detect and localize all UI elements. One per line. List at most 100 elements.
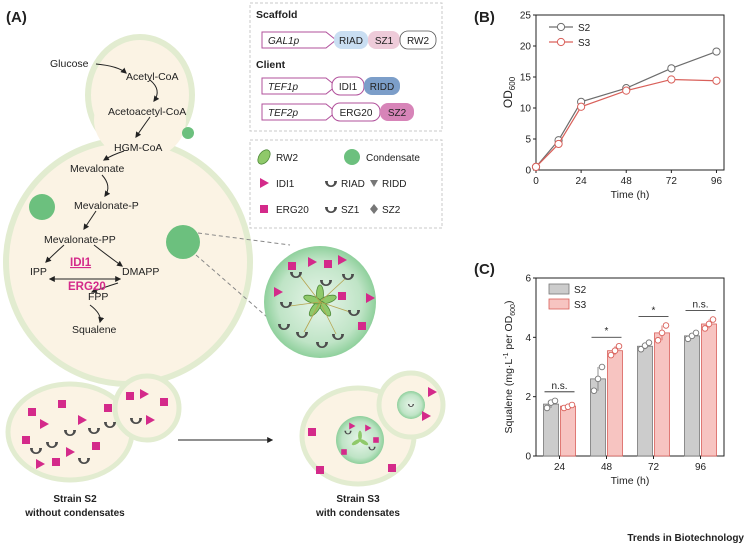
x-axis-label: Time (h)	[611, 189, 650, 201]
metabolic-pathway: Glucose Acetyl-CoA Acetoacetyl-CoA HGM-C…	[30, 58, 186, 336]
met-glucose: Glucose	[50, 58, 89, 70]
legend-erg20: ERG20	[276, 205, 309, 216]
bar-s3-48	[607, 350, 623, 457]
legend-sz1: SZ1	[341, 205, 360, 216]
significance-label: n.s.	[692, 300, 708, 311]
erg20-icon	[288, 262, 296, 270]
replicate-point	[645, 339, 653, 346]
plot-frame	[535, 14, 725, 171]
data-point-s3	[622, 86, 631, 95]
data-point-s3	[531, 162, 541, 171]
x-tick-label: 48	[621, 176, 633, 187]
enzyme-idi1: IDI1	[70, 257, 92, 269]
legend-swatch-s3	[548, 298, 570, 310]
enzyme-erg20: ERG20	[68, 281, 106, 293]
domain-idi1: IDI1	[339, 82, 358, 93]
journal-footer: Trends in Biotechnology	[627, 533, 744, 544]
domain-sz2: SZ2	[388, 108, 407, 119]
zoomed-condensate	[264, 246, 376, 358]
replicate-point	[568, 401, 576, 409]
replicate-point	[709, 316, 717, 323]
replicate-point	[705, 320, 713, 328]
erg20-icon	[324, 260, 332, 268]
yeast-cell-large	[3, 34, 253, 387]
significance-label: n.s.	[551, 381, 567, 392]
met-acetoacetyl-coa: Acetoacetyl-CoA	[108, 106, 186, 118]
promoter-gal1p: GAL1p	[268, 36, 300, 47]
replicate-point	[590, 387, 598, 394]
construct-box: Scaffold GAL1p RIAD SZ1 RW2 Client TEF1p…	[249, 2, 443, 132]
tethers	[289, 275, 351, 335]
met-hgm-coa: HGM-CoA	[114, 142, 162, 154]
legend-marker-s3	[556, 37, 566, 47]
met-mevalonate-pp: Mevalonate-PP	[44, 234, 116, 246]
y-tick-label: 6	[525, 274, 531, 285]
y-tick-label: 5	[525, 135, 531, 146]
legend-label-s2: S2	[574, 285, 587, 296]
bar-s2-24	[543, 403, 559, 457]
condensate-dot	[29, 194, 55, 220]
y-tick-label: 0	[525, 166, 531, 177]
met-ipp: IPP	[30, 266, 47, 278]
data-point-s2	[712, 47, 721, 56]
x-tick-label: 24	[576, 176, 588, 187]
rw2-icon	[257, 149, 271, 165]
significance-label: *	[605, 326, 609, 337]
x-tick-label: 24	[554, 462, 566, 473]
data-point-s3	[554, 139, 563, 149]
x-tick-label: 72	[648, 462, 660, 473]
replicate-point	[607, 351, 615, 359]
strain-s2-name: Strain S2	[53, 494, 97, 505]
sz1-legend-icon	[325, 207, 337, 213]
replicate-point	[701, 325, 709, 332]
zoom-lines	[195, 232, 291, 331]
replicate-point	[658, 329, 666, 337]
scaffold-title: Scaffold	[256, 9, 297, 21]
replicate-point	[654, 337, 662, 344]
bar-s2-72	[637, 345, 653, 457]
legend-label-s3: S3	[578, 38, 591, 49]
od600-line-chart: 0 5 10 15 20 25 0 24 48 72 96 Time (h) OD600 S2 S3	[501, 11, 725, 201]
strain-s2-cells	[5, 373, 182, 483]
y-tick-label: 4	[525, 333, 531, 344]
panel-label-c: (C)	[474, 261, 495, 278]
strain-s3-cells	[299, 370, 446, 487]
legend-ridd: RIDD	[382, 179, 406, 190]
plot-frame	[535, 277, 725, 457]
x-tick-label: 0	[533, 176, 539, 187]
replicate-point	[615, 342, 623, 350]
erg20-icon	[338, 292, 346, 300]
erg20-legend-icon	[260, 205, 268, 213]
replicate-point	[692, 329, 700, 337]
met-fpp: FPP	[88, 291, 108, 303]
data-point-s3	[712, 76, 721, 85]
y-tick-label: 10	[520, 104, 532, 115]
x-tick-label: 96	[711, 176, 723, 187]
replicate-point	[611, 347, 619, 354]
y-axis-label: Squalene (mg·L-1 per OD600)	[503, 301, 517, 434]
met-mevalonate-p: Mevalonate-P	[74, 200, 139, 212]
legend-marker-s2	[556, 22, 566, 32]
legend-sz2: SZ2	[382, 205, 401, 216]
legend-riad: RIAD	[341, 179, 365, 190]
legend-condensate: Condensate	[366, 153, 420, 164]
y-tick-label: 20	[520, 42, 532, 53]
promoter-tef1p: TEF1p	[268, 82, 298, 93]
x-tick-label: 48	[601, 462, 613, 473]
met-acetyl-coa: Acetyl-CoA	[126, 71, 179, 83]
domain-erg20: ERG20	[340, 108, 373, 119]
replicate-point	[594, 375, 602, 383]
strain-s2-desc: without condensates	[24, 508, 125, 519]
data-point-s3	[667, 75, 676, 84]
erg20-icon	[358, 322, 366, 330]
legend-label-s2: S2	[578, 23, 591, 34]
domain-sz1: SZ1	[375, 36, 394, 47]
condensate-dot	[166, 225, 200, 259]
pathway-arrows	[45, 63, 160, 324]
y-tick-label: 25	[520, 11, 532, 22]
legend-box: RW2 Condensate IDI1 RIAD RIDD ERG20 SZ1 …	[249, 139, 443, 229]
bar-s3-72	[654, 332, 670, 457]
promoter-tef2p: TEF2p	[268, 108, 298, 119]
replicate-point	[551, 397, 559, 405]
